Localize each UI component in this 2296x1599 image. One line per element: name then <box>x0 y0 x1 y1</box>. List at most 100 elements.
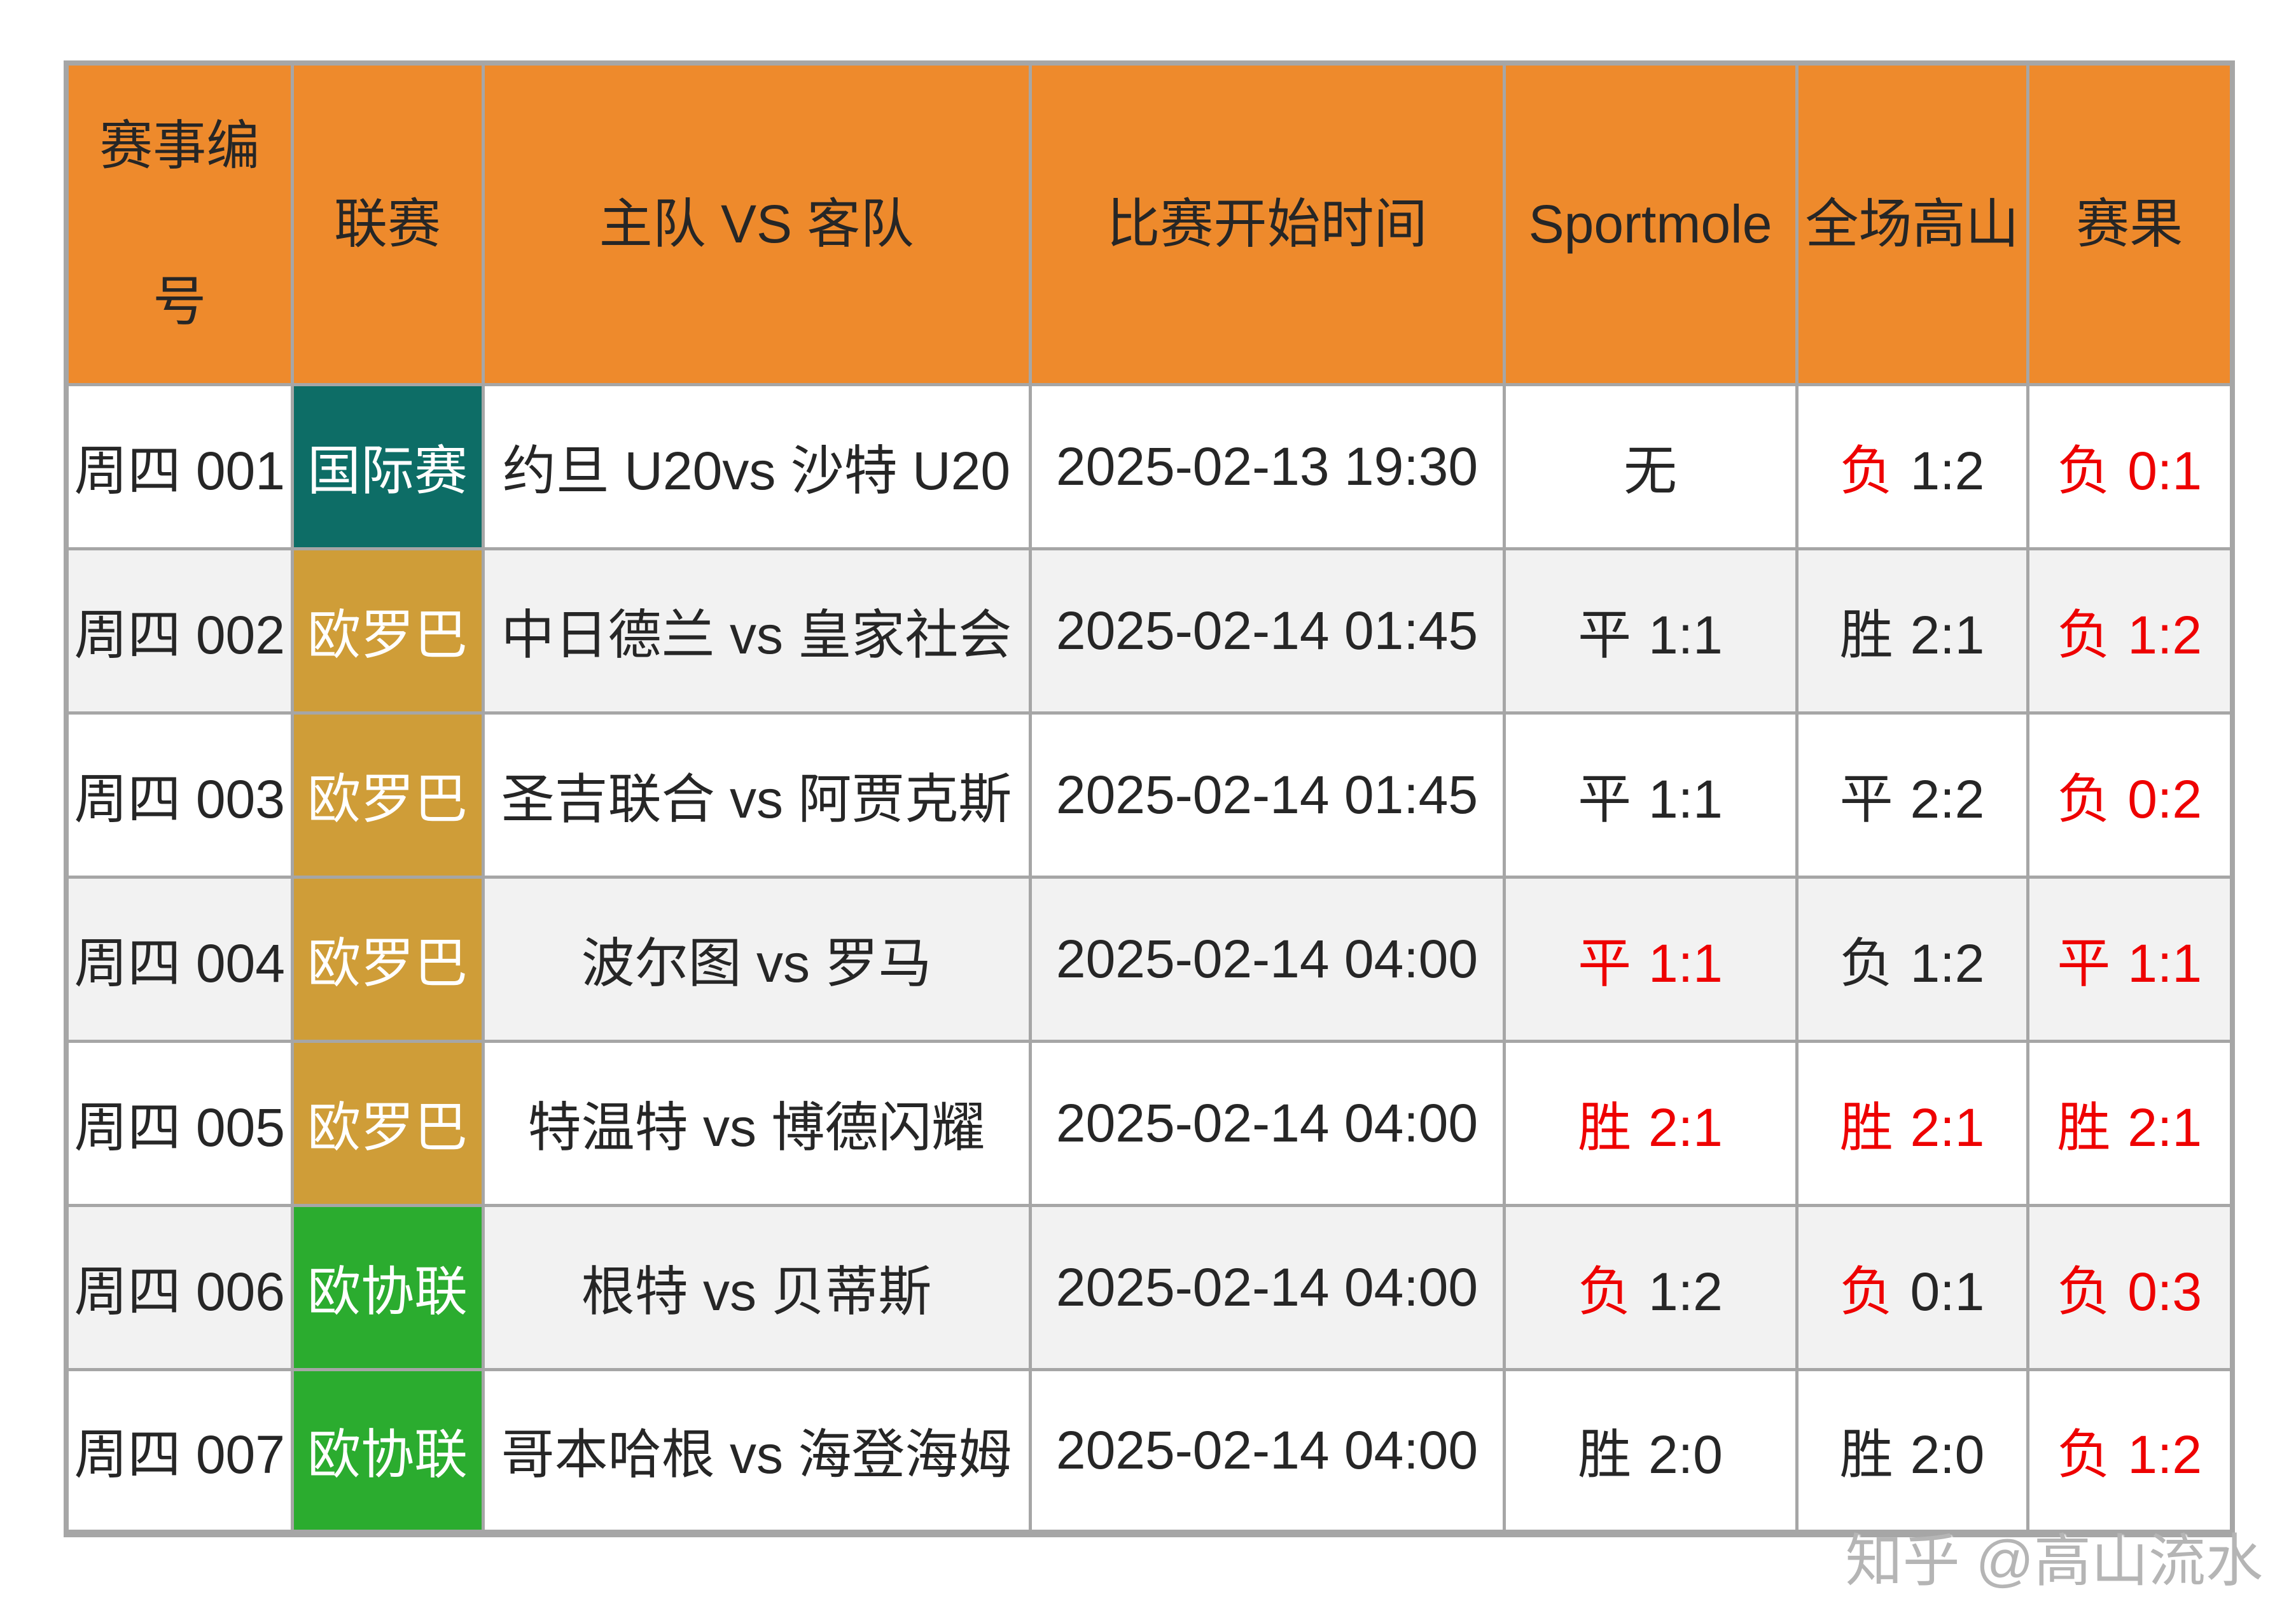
start-time-cell: 2025-02-14 04:00 <box>1028 1203 1506 1371</box>
gaoshan-prediction-cell: 胜 2:0 <box>1795 1367 2029 1537</box>
gaoshan-prediction-cell: 负 1:2 <box>1795 382 2029 550</box>
table-row: 周四 003 欧罗巴 圣吉联合 vs 阿贾克斯 2025-02-14 01:45… <box>64 711 2234 879</box>
start-time-cell: 2025-02-14 04:00 <box>1028 1039 1506 1207</box>
header-league: 联赛 <box>290 61 485 386</box>
result-score: 0:1 <box>2127 440 2202 501</box>
prediction-score: 2:1 <box>1648 1097 1723 1157</box>
prediction-score: 0:1 <box>1910 1261 1985 1322</box>
sportmole-prediction-cell: 平 1:1 <box>1502 711 1799 879</box>
match-results-table: 赛事编号 联赛 主队 VS 客队 比赛开始时间 Sportmole 全场高山 赛… <box>64 60 2235 1537</box>
prediction-outcome: 负 <box>1839 933 1893 993</box>
result-score: 1:2 <box>2127 1424 2202 1484</box>
sportmole-prediction-cell: 平 1:1 <box>1502 875 1799 1043</box>
table-row: 周四 002 欧罗巴 中日德兰 vs 皇家社会 2025-02-14 01:45… <box>64 547 2234 715</box>
result-cell: 负 1:2 <box>2026 1367 2234 1537</box>
prediction-outcome: 胜 <box>1578 1097 1632 1157</box>
league-badge: 欧协联 <box>290 1203 485 1371</box>
teams-cell: 约旦 U20vs 沙特 U20 <box>481 382 1032 550</box>
start-time-cell: 2025-02-14 04:00 <box>1028 875 1506 1043</box>
prediction-outcome: 负 <box>1839 440 1893 501</box>
result-score: 1:1 <box>2127 933 2202 993</box>
prediction-outcome: 无 <box>1623 440 1677 501</box>
result-cell: 负 0:3 <box>2026 1203 2234 1371</box>
prediction-score: 2:2 <box>1910 769 1985 829</box>
watermark: 知乎 @高山流水 <box>1845 1530 2263 1593</box>
match-id-cell: 周四 005 <box>64 1039 294 1207</box>
prediction-score: 2:0 <box>1910 1424 1985 1484</box>
gaoshan-prediction-cell: 平 2:2 <box>1795 711 2029 879</box>
teams-cell: 根特 vs 贝蒂斯 <box>481 1203 1032 1371</box>
table-row: 周四 007 欧协联 哥本哈根 vs 海登海姆 2025-02-14 04:00… <box>64 1367 2234 1537</box>
match-id-cell: 周四 002 <box>64 547 294 715</box>
sportmole-prediction-cell: 负 1:2 <box>1502 1203 1799 1371</box>
result-outcome: 胜 <box>2057 1097 2111 1157</box>
gaoshan-prediction-cell: 胜 2:1 <box>1795 547 2029 715</box>
prediction-score: 2:1 <box>1910 1097 1985 1157</box>
header-sportmole: Sportmole <box>1502 61 1799 386</box>
sportmole-prediction-cell: 胜 2:1 <box>1502 1039 1799 1207</box>
prediction-outcome: 平 <box>1839 769 1893 829</box>
result-score: 2:1 <box>2127 1097 2202 1157</box>
sportmole-prediction-cell: 无 <box>1502 382 1799 550</box>
prediction-score: 1:2 <box>1910 440 1985 501</box>
gaoshan-prediction-cell: 负 1:2 <box>1795 875 2029 1043</box>
prediction-outcome: 平 <box>1578 769 1632 829</box>
league-badge: 欧罗巴 <box>290 711 485 879</box>
prediction-outcome: 胜 <box>1839 604 1893 665</box>
match-id-cell: 周四 004 <box>64 875 294 1043</box>
prediction-score: 1:2 <box>1648 1261 1723 1322</box>
prediction-score: 1:1 <box>1648 933 1723 993</box>
prediction-score: 2:1 <box>1910 604 1985 665</box>
league-badge: 欧罗巴 <box>290 547 485 715</box>
prediction-outcome: 负 <box>1839 1261 1893 1322</box>
start-time-cell: 2025-02-14 01:45 <box>1028 711 1506 879</box>
result-score: 1:2 <box>2127 604 2202 665</box>
teams-cell: 中日德兰 vs 皇家社会 <box>481 547 1032 715</box>
teams-cell: 哥本哈根 vs 海登海姆 <box>481 1367 1032 1537</box>
header-result: 赛果 <box>2026 61 2234 386</box>
prediction-outcome: 胜 <box>1839 1097 1893 1157</box>
prediction-outcome: 平 <box>1578 933 1632 993</box>
result-cell: 平 1:1 <box>2026 875 2234 1043</box>
teams-cell: 波尔图 vs 罗马 <box>481 875 1032 1043</box>
result-outcome: 负 <box>2057 604 2111 665</box>
result-outcome: 负 <box>2057 440 2111 501</box>
league-badge: 国际赛 <box>290 382 485 550</box>
match-id-cell: 周四 007 <box>64 1367 294 1537</box>
result-score: 0:2 <box>2127 769 2202 829</box>
sportmole-prediction-cell: 平 1:1 <box>1502 547 1799 715</box>
header-row: 赛事编号 联赛 主队 VS 客队 比赛开始时间 Sportmole 全场高山 赛… <box>64 61 2234 386</box>
start-time-cell: 2025-02-14 01:45 <box>1028 547 1506 715</box>
match-id-cell: 周四 003 <box>64 711 294 879</box>
prediction-score: 1:1 <box>1648 769 1723 829</box>
result-score: 0:3 <box>2127 1261 2202 1322</box>
result-cell: 负 0:1 <box>2026 382 2234 550</box>
result-cell: 负 1:2 <box>2026 547 2234 715</box>
result-cell: 胜 2:1 <box>2026 1039 2234 1207</box>
result-cell: 负 0:2 <box>2026 711 2234 879</box>
prediction-outcome: 平 <box>1578 604 1632 665</box>
gaoshan-prediction-cell: 胜 2:1 <box>1795 1039 2029 1207</box>
prediction-score: 2:0 <box>1648 1424 1723 1484</box>
result-outcome: 负 <box>2057 1261 2111 1322</box>
match-id-cell: 周四 001 <box>64 382 294 550</box>
prediction-score: 1:2 <box>1910 933 1985 993</box>
prediction-outcome: 胜 <box>1839 1424 1893 1484</box>
header-teams: 主队 VS 客队 <box>481 61 1032 386</box>
header-start-time: 比赛开始时间 <box>1028 61 1506 386</box>
table-row: 周四 005 欧罗巴 特温特 vs 博德闪耀 2025-02-14 04:00 … <box>64 1039 2234 1207</box>
league-badge: 欧罗巴 <box>290 1039 485 1207</box>
prediction-outcome: 负 <box>1578 1261 1632 1322</box>
prediction-score: 1:1 <box>1648 604 1723 665</box>
prediction-outcome: 胜 <box>1578 1424 1632 1484</box>
match-id-cell: 周四 006 <box>64 1203 294 1371</box>
teams-cell: 特温特 vs 博德闪耀 <box>481 1039 1032 1207</box>
league-badge: 欧罗巴 <box>290 875 485 1043</box>
result-outcome: 负 <box>2057 769 2111 829</box>
league-badge: 欧协联 <box>290 1367 485 1537</box>
result-outcome: 平 <box>2057 933 2111 993</box>
table-row: 周四 001 国际赛 约旦 U20vs 沙特 U20 2025-02-13 19… <box>64 382 2234 550</box>
sportmole-prediction-cell: 胜 2:0 <box>1502 1367 1799 1537</box>
header-match-id: 赛事编号 <box>64 61 294 386</box>
